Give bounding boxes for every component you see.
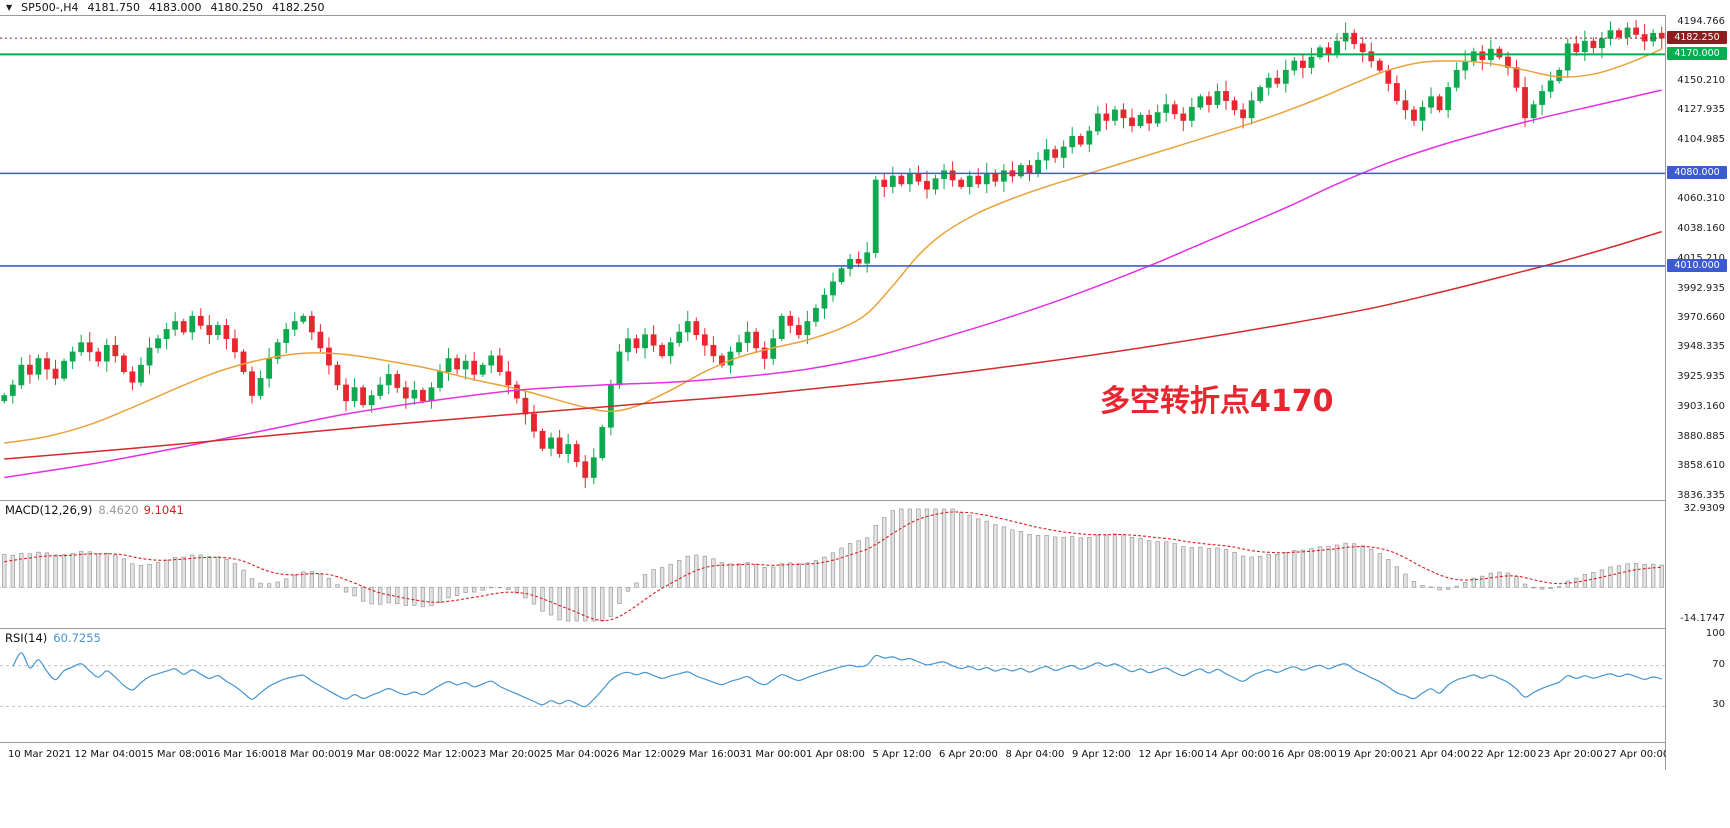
price-axis-label: 3836.335 (1677, 489, 1725, 501)
macd-scale-max: 32.9309 (1683, 503, 1725, 514)
time-axis[interactable]: 10 Mar 2021 12 Mar 04:00 15 Mar 08:00 16 Ma… (0, 742, 1670, 770)
ma-mid-line[interactable] (4, 89, 1662, 479)
time-axis-label: 26 Mar 12:00 (606, 749, 674, 760)
ma-slow-line[interactable] (4, 230, 1662, 460)
time-axis-label: 18 Mar 00:00 (274, 749, 341, 760)
rsi-axis-label-70: 70 (1712, 658, 1725, 670)
price-axis-label: 4150.210 (1677, 74, 1725, 86)
time-axis-label: 16 Mar 16:00 (207, 749, 275, 760)
time-axis-label: 1 Apr 08:00 (806, 749, 865, 760)
macd-label: MACD(12,26,9) 8.4620 9.1041 (5, 503, 184, 517)
macd-signal-value: 9.1041 (143, 503, 184, 517)
price-axis-label: 3925.935 (1677, 371, 1725, 383)
time-axis-label: 29 Mar 16:00 (673, 749, 740, 760)
macd-chart[interactable] (0, 501, 1665, 628)
price-axis[interactable]: 4194.766 4150.210 4127.935 4104.985 4060.310… (1666, 0, 1730, 828)
quote-close: 4182.250 (272, 1, 325, 14)
level-line-4080-tag: 4080.000 (1667, 166, 1727, 180)
time-axis-label: 6 Apr 20:00 (939, 749, 998, 760)
time-axis-label: 12 Apr 16:00 (1138, 749, 1204, 760)
price-axis-label: 3903.160 (1677, 401, 1725, 413)
last-price-line-tag: 4182.250 (1667, 31, 1727, 45)
symbol-timeframe-label: SP500-,H4 (21, 1, 79, 14)
ma-fast-line[interactable] (4, 48, 1662, 444)
price-axis-label: 4104.985 (1677, 134, 1725, 146)
price-axis-label: 4127.935 (1677, 103, 1725, 115)
time-axis-label: 10 Mar 2021 (8, 749, 72, 760)
quote-low: 4180.250 (210, 1, 264, 14)
time-axis-label: 31 Mar 00:00 (739, 749, 807, 760)
price-axis-label: 4015.210 (1677, 253, 1725, 265)
time-axis-label: 23 Mar 20:00 (473, 749, 541, 760)
rsi-value: 60.7255 (53, 631, 101, 645)
price-axis-label: 4194.766 (1677, 15, 1725, 27)
time-axis-label: 19 Apr 20:00 (1338, 749, 1404, 760)
macd-signal-line (4, 511, 1662, 622)
time-axis-label: 8 Apr 04:00 (1005, 749, 1065, 760)
time-axis-label: 16 Apr 08:00 (1271, 749, 1337, 760)
time-axis-label: 14 Apr 00:00 (1205, 749, 1271, 760)
candles-group (1, 19, 1665, 489)
macd-histogram (2, 508, 1664, 622)
price-axis-label: 3880.885 (1677, 430, 1725, 442)
price-axis-label: 4060.310 (1677, 193, 1725, 205)
price-axis-label: 3948.335 (1677, 341, 1725, 353)
macd-scale-min: -14.1747 (1680, 613, 1725, 624)
quote-open: 4181.750 (87, 1, 141, 14)
macd-main-value: 8.4620 (98, 503, 139, 517)
resistance-line-4170-tag: 4170.000 (1667, 47, 1727, 61)
macd-name: MACD(12,26,9) (5, 503, 93, 517)
symbol-dropdown-icon[interactable]: ▼ (6, 3, 13, 12)
price-axis-label: 3970.660 (1677, 311, 1725, 323)
price-axis-label: 4038.160 (1677, 222, 1725, 234)
time-axis-label: 5 Apr 12:00 (872, 749, 932, 760)
time-axis-label: 9 Apr 12:00 (1072, 749, 1131, 760)
price-axis-label: 3992.935 (1677, 282, 1725, 294)
time-axis-label: 12 Mar 04:00 (74, 749, 142, 760)
time-axis-label: 27 Apr 00:00 (1604, 749, 1670, 760)
time-axis-label: 15 Mar 08:00 (141, 749, 208, 760)
time-axis-label: 22 Apr 12:00 (1471, 749, 1537, 760)
rsi-axis-label-100: 100 (1705, 628, 1725, 639)
price-axis-label: 3858.610 (1677, 460, 1725, 472)
rsi-name: RSI(14) (5, 631, 48, 645)
rsi-line (12, 652, 1662, 708)
time-axis-label: 23 Apr 20:00 (1537, 749, 1603, 760)
price-chart-panel[interactable]: 多空转折点4170 (0, 16, 1666, 500)
level-line-4010-tag: 4010.000 (1667, 258, 1727, 272)
time-axis-label: 25 Mar 04:00 (540, 749, 607, 760)
rsi-axis-label-30: 30 (1712, 699, 1725, 711)
rsi-label: RSI(14) 60.7255 (5, 631, 101, 645)
rsi-indicator-panel[interactable] (0, 628, 1666, 742)
time-axis-label: 21 Apr 04:00 (1404, 749, 1470, 760)
chart-header: ▼ SP500-,H4 4181.750 4183.000 4180.250 4… (0, 0, 1730, 16)
chart-annotation-text: 多空转折点4170 (1100, 384, 1334, 419)
quote-high: 4183.000 (149, 1, 202, 14)
rsi-chart[interactable] (0, 629, 1665, 742)
time-axis-label: 19 Mar 08:00 (340, 749, 408, 760)
bottom-spacer (0, 770, 1730, 828)
candlestick-chart[interactable] (0, 16, 1665, 500)
time-axis-label: 22 Mar 12:00 (407, 749, 474, 760)
macd-indicator-panel[interactable] (0, 500, 1666, 628)
